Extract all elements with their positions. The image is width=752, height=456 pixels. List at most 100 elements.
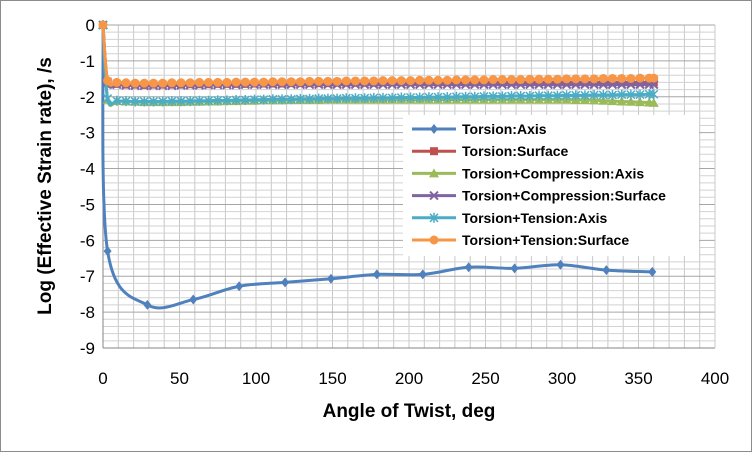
data-point — [562, 90, 572, 101]
data-point — [479, 75, 489, 85]
tick-labels: 0-1-2-3-4-5-6-7-8-90 50 100 150 200 250 300 350… — [80, 16, 729, 388]
data-point — [497, 75, 507, 85]
data-point — [222, 95, 232, 106]
data-point — [360, 93, 370, 104]
data-point — [350, 76, 360, 86]
legend-item: Torsion+Compression:Axis — [412, 165, 644, 181]
data-point — [617, 73, 627, 83]
data-point — [231, 77, 241, 87]
data-point — [607, 96, 618, 106]
data-point — [626, 73, 636, 83]
data-point — [360, 76, 370, 86]
data-point — [406, 76, 416, 86]
data-point — [387, 92, 397, 103]
data-point — [249, 77, 259, 87]
data-point — [176, 96, 186, 107]
data-point — [488, 75, 498, 85]
data-point — [305, 76, 315, 86]
data-point — [259, 77, 269, 87]
data-point — [103, 246, 112, 257]
x-tick-label: 150 — [318, 369, 346, 388]
data-point — [433, 92, 443, 103]
series-4 — [98, 20, 659, 107]
y-tick-label: -6 — [80, 231, 95, 250]
data-point — [139, 78, 149, 88]
data-point — [602, 265, 611, 276]
data-point — [488, 91, 498, 102]
data-point — [130, 96, 140, 107]
data-point — [305, 93, 315, 104]
data-point — [130, 78, 140, 88]
data-point — [103, 76, 113, 86]
data-point — [649, 73, 659, 83]
data-point — [589, 74, 599, 84]
data-point — [405, 92, 416, 103]
y-tick-label: -7 — [80, 267, 95, 286]
data-point — [418, 269, 427, 280]
data-point — [189, 294, 198, 305]
data-point — [589, 89, 599, 100]
data-point — [148, 78, 158, 88]
y-tick-label: -2 — [80, 88, 95, 107]
y-tick-label: -1 — [80, 52, 95, 71]
data-point — [556, 259, 565, 270]
data-point — [543, 74, 553, 84]
data-point — [598, 89, 608, 100]
data-point — [396, 92, 406, 103]
data-point — [350, 93, 360, 104]
data-point — [433, 75, 443, 85]
data-point — [635, 89, 645, 100]
data-point — [121, 96, 131, 107]
data-point — [249, 94, 260, 105]
data-point — [121, 78, 131, 88]
x-tick-label: 350 — [624, 369, 652, 388]
data-point — [387, 76, 397, 86]
data-point — [616, 96, 627, 106]
data-point — [464, 262, 473, 273]
data-point — [112, 77, 122, 87]
data-point — [507, 75, 517, 85]
x-tick-label: 50 — [170, 369, 189, 388]
data-point — [506, 91, 517, 102]
data-point — [534, 90, 544, 101]
data-point — [516, 91, 526, 102]
legend: Torsion:Axis Torsion:Surface Torsion+Compr… — [403, 115, 699, 256]
data-point — [268, 77, 278, 87]
data-point — [598, 95, 609, 105]
data-point — [204, 95, 214, 106]
data-point — [314, 76, 324, 86]
data-point — [543, 90, 553, 101]
data-point — [295, 77, 305, 87]
x-tick-label: 0 — [98, 369, 107, 388]
data-point — [112, 95, 122, 106]
data-point — [369, 76, 379, 86]
legend-label: Torsion:Axis — [462, 121, 547, 137]
data-point — [158, 78, 168, 88]
data-point — [415, 75, 425, 85]
x-tick-label: 300 — [548, 369, 576, 388]
data-point — [607, 73, 617, 83]
y-tick-label: -5 — [80, 195, 95, 214]
data-point — [525, 91, 535, 102]
data-point — [167, 96, 177, 107]
data-point — [176, 78, 186, 88]
legend-label: Torsion+Tension:Surface — [462, 232, 629, 248]
data-point — [451, 75, 461, 85]
data-point — [525, 74, 535, 84]
data-point — [194, 77, 204, 87]
data-point — [470, 75, 480, 85]
legend-label: Torsion+Tension:Axis — [462, 210, 608, 226]
data-point — [442, 92, 452, 103]
data-point — [635, 73, 645, 83]
data-point — [240, 77, 250, 87]
data-point — [213, 95, 223, 106]
data-point — [442, 75, 452, 85]
series-5 — [98, 20, 659, 88]
data-point — [479, 91, 489, 102]
data-point — [378, 92, 388, 103]
data-point — [617, 89, 627, 100]
legend-item: Torsion+Tension:Surface — [412, 232, 629, 248]
data-point — [314, 93, 324, 104]
